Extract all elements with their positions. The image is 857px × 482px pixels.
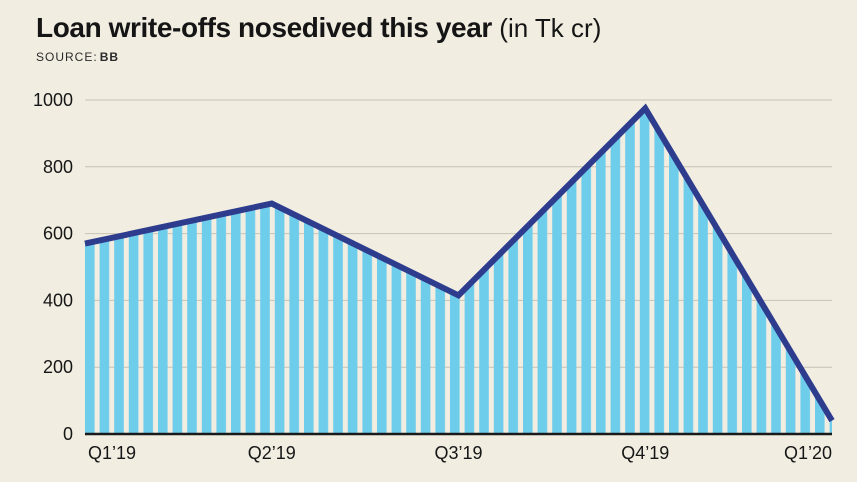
source-label-text: SOURCE:	[36, 50, 98, 65]
x-tick-label: Q3’19	[434, 443, 482, 463]
trend-line	[84, 103, 835, 423]
chart-title-main: Loan write-offs nosedived this year	[36, 12, 492, 43]
y-tick-label: 600	[43, 224, 73, 244]
x-tick-label: Q1’20	[784, 443, 832, 463]
y-tick-label: 1000	[33, 90, 73, 110]
y-tick-label: 800	[43, 157, 73, 177]
y-tick-label: 400	[43, 290, 73, 310]
chart-title-unit: (in Tk cr)	[499, 13, 602, 43]
y-tick-label: 0	[63, 424, 73, 444]
y-tick-label: 200	[43, 357, 73, 377]
x-tick-label: Q4’19	[621, 443, 669, 463]
chart-header: Loan write-offs nosedived this year (in …	[36, 12, 601, 64]
area-fill	[85, 108, 832, 434]
x-tick-label: Q1’19	[88, 443, 136, 463]
source-value: BB	[99, 50, 120, 65]
chart-title: Loan write-offs nosedived this year (in …	[36, 12, 601, 44]
source-label: SOURCE: BB	[36, 50, 601, 64]
x-tick-label: Q2’19	[248, 443, 296, 463]
